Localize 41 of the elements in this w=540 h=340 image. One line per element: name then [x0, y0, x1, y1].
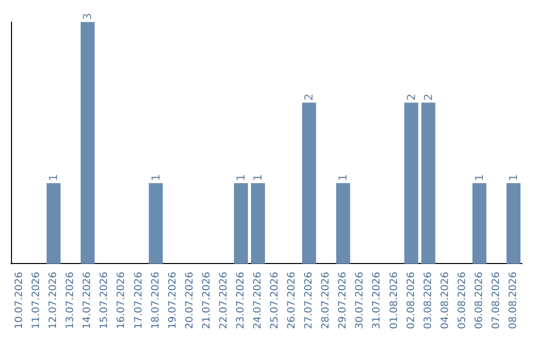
data-label: 1	[336, 174, 350, 182]
data-label: 1	[251, 174, 264, 182]
data-label: 3	[81, 13, 94, 20]
data-label: 1	[47, 174, 60, 182]
x-tick-label: 31.07.2026	[372, 272, 383, 330]
x-tick-label: 11.07.2026	[31, 272, 42, 330]
x-tick-label: 07.08.2026	[490, 272, 502, 330]
x-tick-label: 16.07.2026	[116, 272, 128, 330]
x-tick-label: 30.07.2026	[354, 272, 366, 330]
x-tick-label: 02.08.2026	[406, 272, 417, 330]
data-label: 1	[149, 174, 162, 182]
x-tick-label: 08.08.2026	[508, 272, 519, 330]
x-tick-label: 23.07.2026	[235, 272, 246, 330]
x-tick-label: 10.07.2026	[14, 272, 26, 330]
x-tick-label: 06.08.2026	[474, 272, 485, 330]
x-tick-label: 01.08.2026	[388, 272, 400, 330]
x-tick-label: 25.07.2026	[270, 272, 281, 330]
x-tick-label: 17.07.2026	[133, 272, 144, 330]
data-label: 1	[234, 174, 248, 182]
x-tick-label: 28.07.2026	[320, 272, 332, 330]
x-tick-label: 15.07.2026	[99, 272, 110, 330]
x-tick-label: 04.08.2026	[440, 272, 451, 330]
x-tick-label: 27.07.2026	[304, 272, 315, 330]
data-label: 1	[506, 174, 520, 182]
x-tick-label: 14.07.2026	[82, 272, 94, 330]
data-label: 2	[404, 94, 418, 101]
x-tick-label: 18.07.2026	[150, 272, 162, 330]
data-label: 2	[422, 94, 435, 101]
data-label: 2	[302, 94, 316, 101]
x-tick-label: 21.07.2026	[201, 272, 212, 330]
x-tick-label: 22.07.2026	[218, 272, 230, 330]
x-tick-label: 26.07.2026	[286, 272, 298, 330]
data-label: 1	[472, 174, 486, 182]
x-tick-label: 05.08.2026	[456, 272, 468, 330]
x-tick-label: 12.07.2026	[48, 272, 60, 330]
x-tick-label: 03.08.2026	[422, 272, 434, 330]
x-tick-label: 20.07.2026	[184, 272, 196, 330]
x-tick-label: 29.07.2026	[338, 272, 349, 330]
x-tick-label: 24.07.2026	[252, 272, 264, 330]
x-tick-label: 13.07.2026	[65, 272, 76, 330]
x-tick-label: 19.07.2026	[167, 272, 178, 330]
